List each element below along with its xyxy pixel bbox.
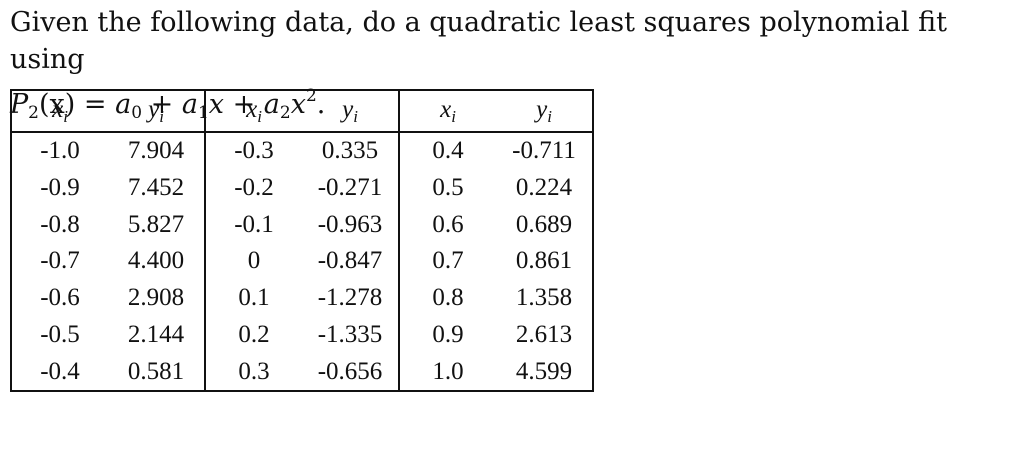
table-cell: 0.335 <box>302 132 400 170</box>
table-cell: -0.271 <box>302 169 400 207</box>
table-cell: -0.711 <box>512 137 576 165</box>
table-cell: 1.0 <box>432 357 464 385</box>
table-cell: 4.599 <box>515 357 573 385</box>
table-cell: 0.9 <box>432 320 464 348</box>
header-x1: xi <box>12 91 108 133</box>
table-cell: 0.3 <box>238 357 270 385</box>
table-cell: -0.8 <box>40 210 80 238</box>
table-cell: 0.2 <box>238 320 270 348</box>
table-cell: 0.689 <box>515 210 573 238</box>
table-cell: 7.904 <box>108 132 206 170</box>
table-row: -0.6 2.908 0.1 -1.278 0.8 1.358 <box>12 279 592 317</box>
table-row: -0.9 7.452 -0.2 -0.271 0.5 0.224 <box>12 169 592 207</box>
header-y3: yi <box>496 91 592 133</box>
header-y3-base: y <box>536 95 548 123</box>
header-x2: xi <box>205 91 302 133</box>
header-y2: yi <box>302 91 400 133</box>
header-y3-sub: i <box>547 106 552 126</box>
data-table-container: xi yi xi yi xi yi -1.0 7.904 -0.3 0.335 … <box>10 89 594 392</box>
table-cell: -0.1 <box>234 210 274 238</box>
table-cell: -0.3 <box>234 137 274 165</box>
problem-text: Given the following data, do a quadratic… <box>10 7 947 75</box>
table-cell: 2.613 <box>515 320 573 348</box>
table-cell: 2.144 <box>108 316 206 354</box>
header-y1-sub: i <box>159 106 164 126</box>
header-x3-sub: i <box>451 106 456 126</box>
table-cell: -1.0 <box>40 137 80 165</box>
table-row: -0.7 4.400 0 -0.847 0.7 0.861 <box>12 243 592 280</box>
table-cell: -0.656 <box>302 353 400 390</box>
table-cell: -0.9 <box>40 174 80 202</box>
table-cell: 2.908 <box>108 279 206 317</box>
table-cell: -1.278 <box>302 279 400 317</box>
table-cell: 0.861 <box>515 247 573 275</box>
header-y1: yi <box>108 91 206 133</box>
table-cell: 0.7 <box>432 247 464 275</box>
table-cell: 0.8 <box>432 284 464 312</box>
header-x2-base: x <box>246 95 258 123</box>
table-cell: 0.224 <box>515 174 573 202</box>
table-cell: -0.847 <box>302 243 400 280</box>
header-y2-sub: i <box>353 106 358 126</box>
table-cell: 0.5 <box>432 174 464 202</box>
header-y1-base: y <box>148 95 160 123</box>
header-x1-sub: i <box>63 106 68 126</box>
table-cell: 7.452 <box>108 169 206 207</box>
table-cell: 0 <box>247 247 261 275</box>
table-cell: -0.2 <box>234 174 274 202</box>
data-table: xi yi xi yi xi yi -1.0 7.904 -0.3 0.335 … <box>12 91 592 390</box>
header-x1-base: x <box>52 95 64 123</box>
table-cell: 1.358 <box>515 284 573 312</box>
table-row: -0.5 2.144 0.2 -1.335 0.9 2.613 <box>12 316 592 354</box>
table-header-row: xi yi xi yi xi yi <box>12 91 592 133</box>
table-cell: -1.335 <box>302 316 400 354</box>
header-x2-sub: i <box>257 106 262 126</box>
header-x3-base: x <box>440 95 452 123</box>
table-cell: -0.5 <box>40 320 80 348</box>
table-cell: 0.1 <box>238 284 270 312</box>
table-cell: 0.6 <box>432 210 464 238</box>
table-cell: -0.7 <box>40 247 80 275</box>
table-row: -0.8 5.827 -0.1 -0.963 0.6 0.689 <box>12 206 592 244</box>
table-cell: 0.4 <box>432 137 464 165</box>
table-row: -0.4 0.581 0.3 -0.656 1.0 4.599 <box>12 353 592 390</box>
header-x3: xi <box>399 91 496 133</box>
table-cell: 0.581 <box>108 353 206 390</box>
table-cell: 4.400 <box>108 243 206 280</box>
header-y2-base: y <box>342 95 354 123</box>
table-cell: 5.827 <box>108 206 206 244</box>
table-cell: -0.6 <box>40 284 80 312</box>
table-row: -1.0 7.904 -0.3 0.335 0.4 -0.711 <box>12 132 592 170</box>
table-cell: -0.963 <box>302 206 400 244</box>
table-cell: -0.4 <box>40 357 80 385</box>
